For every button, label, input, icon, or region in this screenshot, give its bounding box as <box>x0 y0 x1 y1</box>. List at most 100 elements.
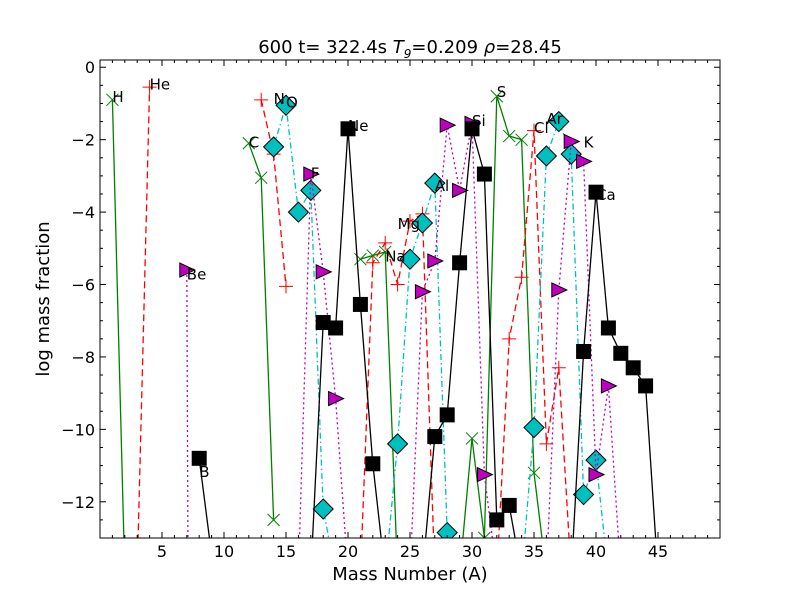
data-point-square <box>613 345 629 361</box>
data-point-triangle <box>600 378 618 394</box>
chart-title-t9-symbol: T <box>393 37 406 58</box>
element-label-ca: Ca <box>596 186 616 204</box>
data-point-plus <box>514 270 529 285</box>
x-tick-label: 45 <box>648 542 668 561</box>
data-point-square <box>638 378 654 394</box>
data-point-triangle <box>576 153 593 170</box>
data-point-diamond <box>399 248 421 270</box>
series-black-solid-square <box>191 121 657 538</box>
element-label-k: K <box>584 133 595 151</box>
x-tick-label: 10 <box>214 542 234 561</box>
series-line-segment <box>462 96 543 538</box>
data-point-square <box>464 121 480 137</box>
data-point-triangle <box>179 262 196 278</box>
series-layer <box>106 80 657 538</box>
series-line-segment <box>410 123 493 538</box>
data-point-square <box>328 320 344 336</box>
data-point-diamond <box>275 94 297 116</box>
element-label-h: H <box>112 88 123 106</box>
data-point-diamond <box>572 483 595 506</box>
chart-title-t9-subscript: 9 <box>404 47 412 61</box>
element-label-si: Si <box>472 112 486 130</box>
data-point-square <box>365 456 381 472</box>
data-point-plus <box>502 331 517 346</box>
data-point-triangle <box>427 253 444 269</box>
data-point-x <box>378 245 392 259</box>
data-point-x <box>502 129 516 143</box>
chart-title-t9-value: =0.209 <box>411 37 483 58</box>
series-line-segment <box>111 99 125 538</box>
x-tick-label: 25 <box>400 542 420 561</box>
data-point-plus <box>527 123 541 138</box>
ticks-layer: 5 10 15 20 25 30 35 40 45 0 −2 −4 −6 −8 −10 −12 <box>61 58 720 561</box>
data-point-triangle <box>414 283 432 300</box>
data-point-triangle <box>439 117 457 133</box>
element-label-ne: Ne <box>348 117 368 135</box>
data-point-triangle <box>303 166 320 182</box>
y-tick-label: −6 <box>71 276 95 295</box>
series-line-segment <box>137 87 151 538</box>
data-point-x <box>515 133 528 147</box>
data-point-plus <box>142 80 157 95</box>
data-point-square <box>427 429 443 445</box>
chart-title: 600 t= 322.4s T9=0.209 ρ=28.45 <box>258 37 562 61</box>
data-point-square <box>340 121 356 137</box>
data-point-plus <box>365 255 380 270</box>
x-tick-label: 5 <box>157 542 167 561</box>
data-point-triangle <box>588 466 606 483</box>
element-label-b: B <box>199 463 209 481</box>
element-label-ar: Ar <box>546 110 563 128</box>
chart-title-rho-value: =28.45 <box>495 37 562 58</box>
data-point-x <box>478 531 491 538</box>
element-label-al: Al <box>435 177 449 195</box>
y-tick-label: −4 <box>71 203 95 222</box>
data-point-plus <box>551 360 566 375</box>
y-tick-label: −2 <box>71 131 95 150</box>
data-point-x <box>254 171 268 185</box>
series-line-segment <box>248 143 275 520</box>
data-point-plus <box>254 92 269 107</box>
data-point-triangle <box>563 133 581 150</box>
series-line-segment <box>186 270 189 538</box>
x-tick-label: 15 <box>276 542 296 561</box>
y-tick-label: −8 <box>71 348 95 367</box>
element-label-n: N <box>274 90 285 108</box>
element-label-f: F <box>311 164 320 182</box>
data-point-diamond <box>287 201 310 223</box>
element-label-cl: Cl <box>534 119 549 137</box>
data-point-triangle <box>328 390 345 407</box>
data-point-square <box>489 512 505 528</box>
chart-title-rho-symbol: ρ <box>484 37 496 58</box>
data-point-diamond <box>424 172 446 194</box>
data-point-diamond <box>548 110 570 133</box>
data-point-plus <box>390 277 405 292</box>
data-point-x <box>106 93 119 107</box>
series-line-segment <box>260 99 287 287</box>
series-line-segment <box>361 212 435 538</box>
y-tick-label: −12 <box>61 493 95 512</box>
element-label-mg: Mg <box>398 215 420 233</box>
series-line-segment <box>198 458 211 538</box>
x-tick-label: 20 <box>338 542 358 561</box>
x-tick-label: 30 <box>462 542 482 561</box>
y-tick-label: −10 <box>61 420 95 439</box>
data-point-diamond <box>436 521 458 538</box>
data-point-triangle <box>315 264 333 280</box>
chart-title-prefix: 600 t= 322.4s <box>258 37 393 58</box>
data-point-square <box>501 497 517 513</box>
data-point-triangle <box>476 466 494 483</box>
data-point-square <box>476 166 492 182</box>
data-point-x <box>490 89 504 103</box>
element-label-c: C <box>249 133 259 151</box>
data-point-triangle <box>551 282 568 298</box>
data-point-diamond <box>386 433 409 455</box>
series-line-segment <box>387 182 450 538</box>
y-tick-label: 0 <box>85 58 95 77</box>
data-point-x <box>354 252 367 266</box>
data-point-x <box>242 136 256 150</box>
x-axis-title: Mass Number (A) <box>332 564 487 585</box>
data-point-x <box>366 249 380 262</box>
element-label-be: Be <box>187 266 207 284</box>
